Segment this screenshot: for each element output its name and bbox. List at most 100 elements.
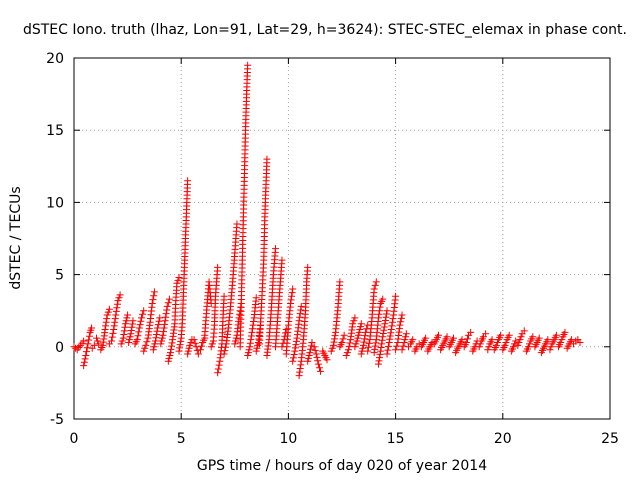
data-point	[317, 367, 325, 375]
data-point	[127, 330, 135, 338]
data-point	[221, 347, 229, 355]
x-tick-label: 15	[387, 431, 405, 447]
data-point	[220, 292, 228, 300]
axis-ticks: 0 5 10 15 20 25 -5 0 5 10 15 20	[46, 51, 619, 447]
data-point	[153, 327, 161, 335]
data-point	[313, 353, 321, 361]
data-point	[263, 155, 271, 163]
data-point	[159, 331, 167, 339]
data-point	[364, 347, 372, 355]
data-point	[121, 323, 129, 331]
data-point	[344, 346, 352, 354]
data-point	[305, 351, 313, 359]
data-point	[126, 333, 134, 341]
data-point	[127, 327, 135, 335]
data-point	[388, 318, 396, 326]
data-point	[85, 336, 93, 344]
data-point	[160, 328, 168, 336]
data-point	[122, 317, 130, 325]
data-point	[80, 362, 88, 370]
data-point	[388, 322, 396, 330]
data-point	[307, 345, 315, 353]
data-point	[374, 314, 382, 322]
data-point	[354, 331, 362, 339]
data-point	[220, 350, 228, 358]
data-point	[353, 337, 361, 345]
data-point	[314, 360, 322, 368]
data-point	[310, 343, 318, 351]
data-point	[389, 315, 397, 323]
data-point	[381, 320, 389, 328]
data-point	[112, 311, 120, 319]
data-point	[166, 351, 174, 359]
data-point	[118, 337, 126, 345]
data-point	[375, 310, 383, 318]
data-point	[378, 336, 386, 344]
data-point	[376, 303, 384, 311]
data-point	[186, 341, 194, 349]
data-point	[397, 318, 405, 326]
x-tick-label: 20	[494, 431, 512, 447]
data-point	[163, 302, 171, 310]
plot-frame	[73, 57, 611, 420]
data-point	[244, 349, 252, 357]
data-point	[356, 325, 364, 333]
data-point	[402, 330, 410, 338]
data-point	[387, 325, 395, 333]
x-tick-label: 5	[177, 431, 186, 447]
data-point	[296, 310, 304, 318]
data-point	[154, 321, 162, 329]
data-point	[214, 263, 222, 271]
data-point	[376, 350, 384, 358]
data-point	[567, 336, 575, 344]
data-point	[120, 331, 128, 339]
data-point	[148, 299, 156, 307]
data-point	[173, 279, 181, 287]
x-axis-label: GPS time / hours of day 020 of year 2014	[197, 458, 487, 474]
data-point	[101, 325, 109, 333]
data-point	[561, 328, 569, 336]
data-point	[93, 334, 101, 342]
data-point	[295, 372, 303, 380]
data-point	[501, 341, 509, 349]
data-point	[397, 314, 405, 322]
data-point	[401, 336, 409, 344]
data-point	[128, 320, 136, 328]
y-tick-label: 5	[55, 268, 64, 284]
data-point	[249, 321, 257, 329]
data-point	[158, 337, 166, 345]
data-point	[338, 338, 346, 346]
x-tick-label: 25	[601, 431, 619, 447]
data-point	[110, 322, 118, 330]
data-point	[114, 297, 122, 305]
data-point	[297, 302, 305, 310]
data-point	[191, 339, 199, 347]
data-point	[108, 337, 116, 345]
data-point	[164, 357, 172, 365]
data-point	[525, 343, 533, 351]
data-point	[544, 336, 552, 344]
data-point	[385, 338, 393, 346]
data-point	[85, 332, 93, 340]
data-point	[378, 340, 386, 348]
data-point	[141, 344, 149, 352]
data-point	[374, 360, 382, 368]
data-point	[151, 340, 159, 348]
y-tick-label: 20	[46, 51, 64, 67]
data-point	[194, 350, 202, 358]
data-point	[359, 344, 367, 352]
data-point	[129, 317, 137, 325]
data-point	[398, 346, 406, 354]
data-point	[123, 314, 131, 322]
data-point	[384, 342, 392, 350]
data-point	[158, 334, 166, 342]
data-point	[392, 292, 400, 300]
grid	[74, 58, 610, 419]
data-point	[117, 340, 125, 348]
data-point	[458, 336, 466, 344]
data-point	[137, 317, 145, 325]
data-point	[422, 334, 430, 342]
data-point	[252, 294, 260, 302]
data-point	[557, 338, 565, 346]
